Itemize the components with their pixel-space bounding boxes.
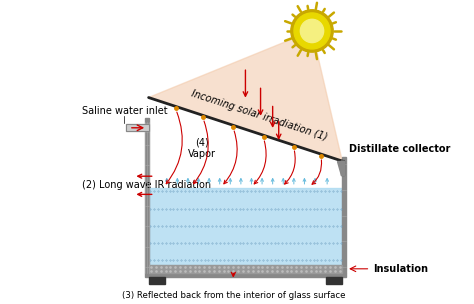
Bar <box>148 188 342 264</box>
Text: Distillate collector: Distillate collector <box>349 144 451 154</box>
Text: Incoming solar irradiation (1): Incoming solar irradiation (1) <box>190 88 328 143</box>
Polygon shape <box>337 161 344 175</box>
Text: Saline water inlet: Saline water inlet <box>82 106 167 116</box>
Bar <box>126 124 148 131</box>
Polygon shape <box>148 31 342 161</box>
Circle shape <box>294 13 330 49</box>
Bar <box>326 277 342 284</box>
Text: (4)
Vapor: (4) Vapor <box>188 138 216 159</box>
Bar <box>342 157 346 273</box>
Bar <box>341 160 345 175</box>
Text: (3) Reflected back from the interior of glass surface: (3) Reflected back from the interior of … <box>121 291 345 300</box>
Circle shape <box>301 19 324 43</box>
Bar <box>148 264 342 273</box>
Text: Insulation: Insulation <box>374 264 428 274</box>
Bar <box>126 124 148 131</box>
Bar <box>148 277 165 284</box>
Bar <box>145 273 346 277</box>
Bar <box>145 118 148 273</box>
Circle shape <box>291 10 333 52</box>
Text: (2) Long wave IR radiation: (2) Long wave IR radiation <box>82 180 211 190</box>
